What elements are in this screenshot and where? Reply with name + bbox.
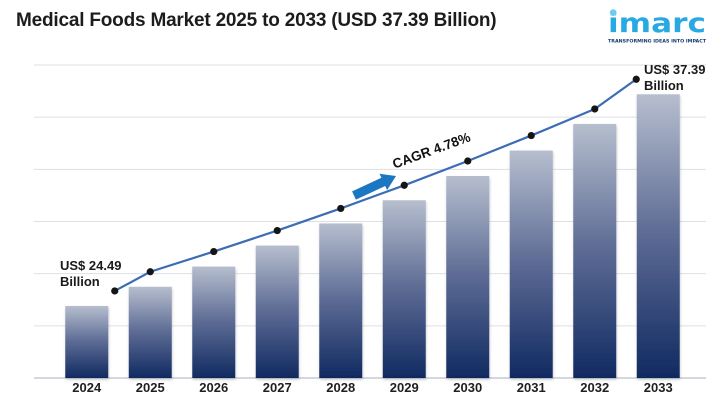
bar-2032 bbox=[573, 123, 617, 378]
data-point-dot bbox=[111, 287, 119, 295]
bars-group bbox=[65, 94, 680, 378]
end-value-label: US$ 37.39 Billion bbox=[644, 62, 705, 94]
bar-2029 bbox=[382, 200, 426, 378]
bar-2026 bbox=[192, 266, 236, 378]
x-axis-label: 2030 bbox=[453, 380, 482, 395]
start-value-line1: US$ 24.49 bbox=[60, 258, 122, 273]
data-point-dot bbox=[400, 181, 408, 189]
bar-2027 bbox=[255, 245, 299, 378]
imarc-logo-wordmark: imarc bbox=[608, 8, 706, 39]
data-point-dot bbox=[337, 204, 345, 213]
imarc-logo: imarc TRANSFORMING IDEAS INTO IMPACT bbox=[608, 8, 707, 45]
end-value-line1: US$ 37.39 bbox=[644, 62, 706, 77]
data-point-dot bbox=[632, 75, 640, 83]
x-axis-label: 2032 bbox=[580, 380, 609, 395]
bar-2028 bbox=[319, 223, 363, 378]
data-point-dot bbox=[591, 105, 599, 113]
x-axis-label: 2033 bbox=[644, 380, 673, 395]
x-axis-label: 2027 bbox=[263, 380, 292, 395]
bar-2024 bbox=[65, 305, 109, 378]
x-axis-label: 2029 bbox=[390, 380, 419, 395]
imarc-logo-i-dot-icon bbox=[609, 9, 617, 16]
trend-line bbox=[114, 78, 637, 292]
data-point-dot bbox=[273, 226, 281, 235]
x-axis-label: 2025 bbox=[136, 380, 165, 395]
bar-2030 bbox=[446, 175, 490, 378]
x-axis-labels: 2024 2025 2026 2027 2028 2029 2030 2031 2032 2033 bbox=[72, 380, 672, 395]
imarc-logo-tagline: TRANSFORMING IDEAS INTO IMPACT bbox=[608, 39, 707, 45]
bar-2033 bbox=[636, 94, 680, 378]
x-axis-label: 2028 bbox=[326, 380, 355, 395]
end-value-line2: Billion bbox=[644, 78, 684, 93]
start-value-label: US$ 24.49 Billion bbox=[60, 258, 121, 290]
x-axis-label: 2024 bbox=[72, 380, 102, 395]
bar-2031 bbox=[509, 150, 553, 378]
x-axis-label: 2026 bbox=[199, 380, 228, 395]
data-point-dot bbox=[464, 157, 472, 165]
start-value-line2: Billion bbox=[60, 274, 100, 289]
bar-2025 bbox=[128, 286, 172, 378]
trend-line-group bbox=[111, 75, 640, 295]
x-axis-label: 2031 bbox=[517, 380, 546, 395]
data-point-dot bbox=[146, 268, 154, 276]
data-point-dot bbox=[527, 131, 535, 140]
data-point-dot bbox=[210, 247, 218, 256]
cagr-arrow-icon bbox=[352, 173, 396, 200]
page-title: Medical Foods Market 2025 to 2033 (USD 3… bbox=[16, 10, 497, 31]
